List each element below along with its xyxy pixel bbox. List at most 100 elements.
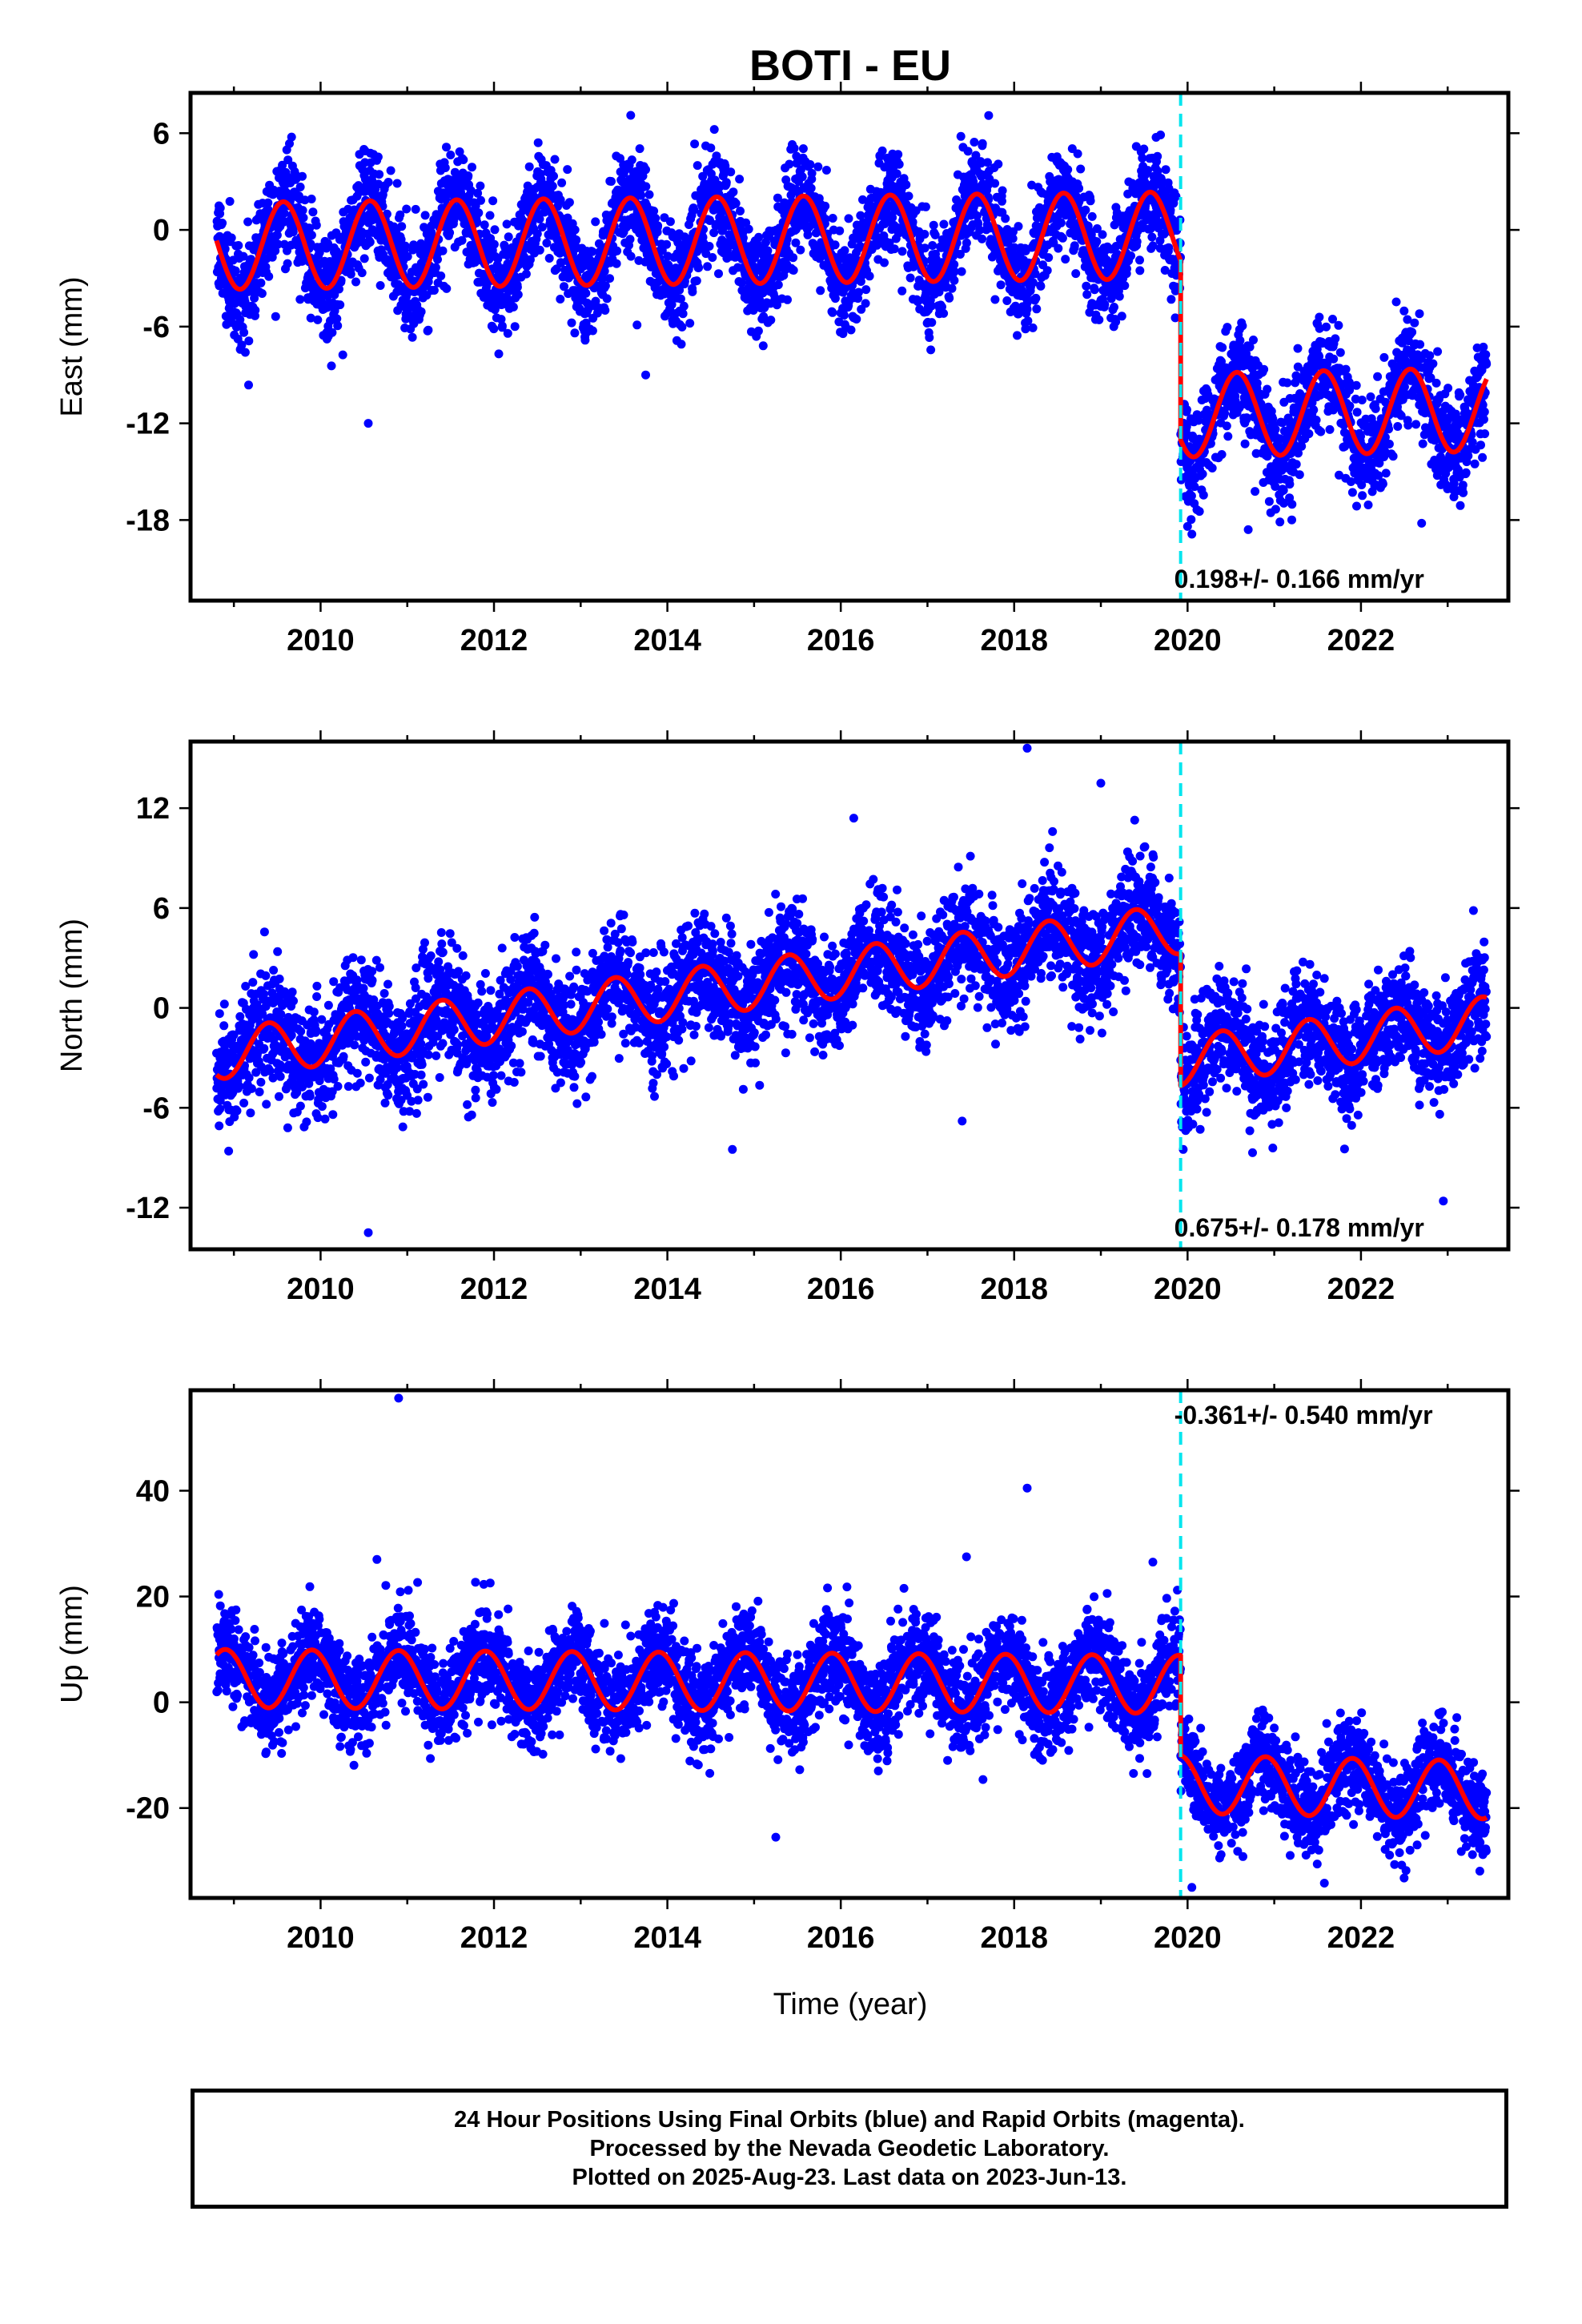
data-point — [625, 235, 635, 244]
data-point — [503, 328, 512, 338]
data-point — [1082, 281, 1091, 291]
data-point — [789, 253, 798, 263]
data-point — [1014, 222, 1023, 231]
data-point — [714, 269, 723, 279]
data-point — [375, 170, 384, 179]
data-point — [753, 326, 763, 336]
data-point — [1358, 491, 1367, 501]
data-point — [939, 308, 949, 318]
data-point — [225, 197, 235, 206]
data-point — [512, 283, 522, 292]
data-point — [947, 283, 957, 293]
data-point — [489, 239, 499, 249]
data-point — [773, 300, 781, 310]
data-point — [1418, 439, 1427, 448]
data-point — [1161, 165, 1170, 175]
data-point — [737, 278, 746, 287]
data-point — [300, 195, 310, 205]
data-point — [1070, 241, 1079, 251]
data-point — [382, 209, 391, 219]
x-tick-label: 2018 — [980, 624, 1048, 657]
data-point — [1092, 237, 1102, 247]
y-tick-label: -12 — [126, 408, 170, 441]
data-point — [373, 152, 383, 162]
data-point — [957, 267, 966, 276]
data-point — [1315, 312, 1324, 322]
data-point — [726, 167, 736, 177]
data-point — [1249, 336, 1258, 344]
data-point — [1287, 515, 1296, 525]
data-point — [442, 283, 452, 293]
data-point — [1379, 352, 1389, 362]
data-point — [295, 295, 305, 304]
data-point — [496, 315, 506, 324]
data-point — [431, 263, 440, 272]
data-point — [1461, 468, 1471, 477]
data-point — [651, 214, 661, 223]
data-point — [438, 246, 448, 255]
data-point — [721, 178, 731, 187]
data-point — [1271, 424, 1280, 434]
data-point — [1311, 416, 1321, 424]
data-point — [504, 232, 513, 242]
data-point — [1100, 300, 1110, 309]
data-point — [521, 269, 531, 279]
data-point — [588, 326, 597, 336]
data-point — [287, 132, 296, 142]
data-point — [1056, 218, 1066, 227]
data-point — [709, 125, 719, 135]
data-point — [424, 325, 433, 335]
data-point — [612, 259, 621, 268]
data-point — [295, 183, 305, 191]
data-point — [537, 223, 547, 232]
data-point — [251, 305, 260, 315]
data-point — [557, 178, 567, 187]
data-point — [1275, 517, 1285, 527]
data-point — [271, 246, 280, 255]
data-point — [735, 175, 745, 184]
data-point — [786, 191, 796, 200]
data-point — [1329, 354, 1339, 364]
data-point — [1251, 487, 1260, 497]
data-point — [846, 325, 856, 335]
data-point — [865, 271, 874, 281]
data-point — [298, 206, 307, 215]
data-point — [962, 238, 971, 247]
data-point — [894, 159, 904, 169]
data-point — [844, 214, 853, 223]
data-point — [600, 281, 610, 291]
data-point — [1384, 440, 1394, 448]
data-point — [476, 181, 485, 191]
x-tick-label: 2010 — [287, 624, 355, 657]
outlier-point — [1417, 518, 1427, 528]
data-point — [1331, 334, 1340, 344]
x-tick-label: 2012 — [460, 624, 528, 657]
data-point — [313, 315, 323, 324]
outlier-point — [632, 320, 642, 330]
data-point — [928, 241, 938, 250]
data-point — [1122, 264, 1131, 274]
data-point — [998, 196, 1006, 206]
data-point — [1028, 323, 1038, 332]
data-point — [698, 171, 708, 181]
data-point — [770, 293, 780, 303]
data-point — [243, 217, 253, 227]
data-point — [1218, 343, 1227, 352]
data-point — [257, 289, 267, 298]
data-point — [215, 203, 225, 213]
data-point — [789, 143, 799, 153]
data-point — [1481, 350, 1491, 360]
data-point — [564, 198, 574, 207]
data-point — [542, 239, 552, 247]
data-point — [427, 227, 436, 237]
data-point — [581, 288, 591, 298]
data-point — [861, 299, 870, 308]
data-point — [1478, 452, 1488, 462]
data-point — [1425, 351, 1435, 360]
data-point — [1428, 359, 1438, 368]
data-point — [978, 139, 987, 148]
data-point — [921, 202, 930, 211]
data-point — [556, 295, 565, 304]
data-point — [1341, 364, 1351, 374]
